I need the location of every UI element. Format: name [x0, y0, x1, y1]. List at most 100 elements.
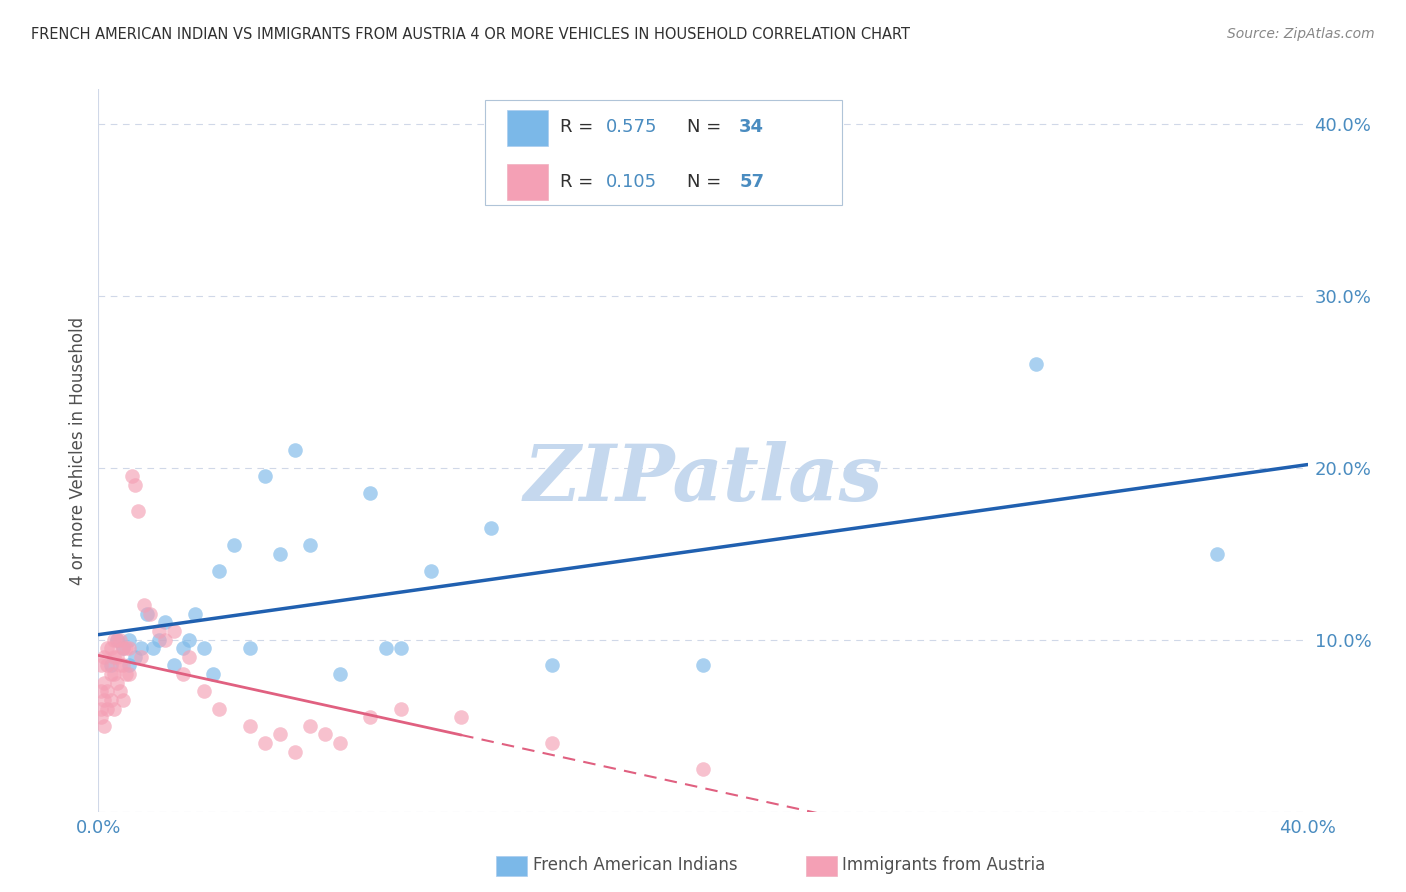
- Text: 0.575: 0.575: [606, 119, 658, 136]
- Point: [103, 701, 125, 715]
- Text: 0.105: 0.105: [606, 173, 658, 191]
- Text: Immigrants from Austria: Immigrants from Austria: [842, 856, 1046, 874]
- Point: [124, 649, 146, 664]
- Point: [239, 719, 262, 733]
- Point: [108, 684, 131, 698]
- Point: [389, 641, 412, 656]
- Point: [360, 486, 382, 500]
- Point: [153, 632, 176, 647]
- Point: [105, 632, 128, 647]
- Point: [329, 667, 352, 681]
- Point: [224, 538, 246, 552]
- Point: [96, 641, 118, 656]
- Text: FRENCH AMERICAN INDIAN VS IMMIGRANTS FROM AUSTRIA 4 OR MORE VEHICLES IN HOUSEHOL: FRENCH AMERICAN INDIAN VS IMMIGRANTS FRO…: [31, 27, 910, 42]
- Point: [692, 658, 714, 673]
- Point: [93, 719, 115, 733]
- Point: [127, 503, 149, 517]
- Point: [193, 641, 215, 656]
- Point: [96, 684, 118, 698]
- Point: [105, 675, 128, 690]
- Point: [124, 478, 146, 492]
- Point: [299, 538, 322, 552]
- Point: [121, 469, 143, 483]
- Point: [100, 667, 122, 681]
- Point: [103, 632, 125, 647]
- FancyBboxPatch shape: [485, 100, 842, 205]
- Point: [163, 624, 186, 639]
- Point: [314, 727, 336, 741]
- Point: [692, 762, 714, 776]
- Point: [172, 667, 194, 681]
- Point: [118, 667, 141, 681]
- Point: [105, 649, 128, 664]
- Point: [172, 641, 194, 656]
- Point: [163, 658, 186, 673]
- Point: [148, 624, 170, 639]
- Point: [389, 701, 412, 715]
- Point: [481, 521, 503, 535]
- Point: [284, 744, 307, 758]
- Point: [103, 667, 125, 681]
- Point: [142, 641, 165, 656]
- Point: [1024, 358, 1046, 372]
- FancyBboxPatch shape: [508, 164, 548, 200]
- Point: [253, 469, 276, 483]
- Point: [100, 658, 122, 673]
- Point: [208, 701, 231, 715]
- Point: [129, 649, 152, 664]
- Point: [1206, 547, 1229, 561]
- Y-axis label: 4 or more Vehicles in Household: 4 or more Vehicles in Household: [69, 317, 87, 584]
- Point: [329, 736, 352, 750]
- Point: [105, 632, 128, 647]
- Point: [420, 564, 443, 578]
- Text: N =: N =: [688, 173, 727, 191]
- Point: [114, 641, 136, 656]
- Point: [269, 547, 291, 561]
- Point: [139, 607, 162, 621]
- Point: [90, 701, 112, 715]
- Point: [100, 641, 122, 656]
- Point: [299, 719, 322, 733]
- Point: [96, 658, 118, 673]
- Point: [96, 701, 118, 715]
- Point: [202, 667, 225, 681]
- Point: [153, 615, 176, 630]
- FancyBboxPatch shape: [508, 110, 548, 145]
- Point: [540, 736, 562, 750]
- Point: [93, 675, 115, 690]
- Point: [269, 727, 291, 741]
- Point: [540, 658, 562, 673]
- Point: [284, 443, 307, 458]
- Point: [114, 667, 136, 681]
- Point: [90, 658, 112, 673]
- Text: ZIPatlas: ZIPatlas: [523, 442, 883, 517]
- Point: [118, 632, 141, 647]
- Point: [111, 693, 134, 707]
- Point: [374, 641, 396, 656]
- Point: [208, 564, 231, 578]
- Point: [450, 710, 472, 724]
- Text: R =: R =: [561, 119, 599, 136]
- Point: [108, 658, 131, 673]
- Point: [111, 658, 134, 673]
- Point: [90, 684, 112, 698]
- Point: [179, 632, 201, 647]
- Point: [111, 641, 134, 656]
- Point: [148, 632, 170, 647]
- Point: [108, 632, 131, 647]
- Point: [118, 641, 141, 656]
- Text: 57: 57: [740, 173, 765, 191]
- Text: Source: ZipAtlas.com: Source: ZipAtlas.com: [1227, 27, 1375, 41]
- Point: [360, 710, 382, 724]
- Point: [118, 658, 141, 673]
- Point: [132, 599, 155, 613]
- Point: [100, 693, 122, 707]
- Point: [93, 693, 115, 707]
- Text: 34: 34: [740, 119, 765, 136]
- Point: [103, 649, 125, 664]
- Point: [184, 607, 207, 621]
- Point: [135, 607, 157, 621]
- Point: [93, 649, 115, 664]
- Text: R =: R =: [561, 173, 599, 191]
- Text: N =: N =: [688, 119, 727, 136]
